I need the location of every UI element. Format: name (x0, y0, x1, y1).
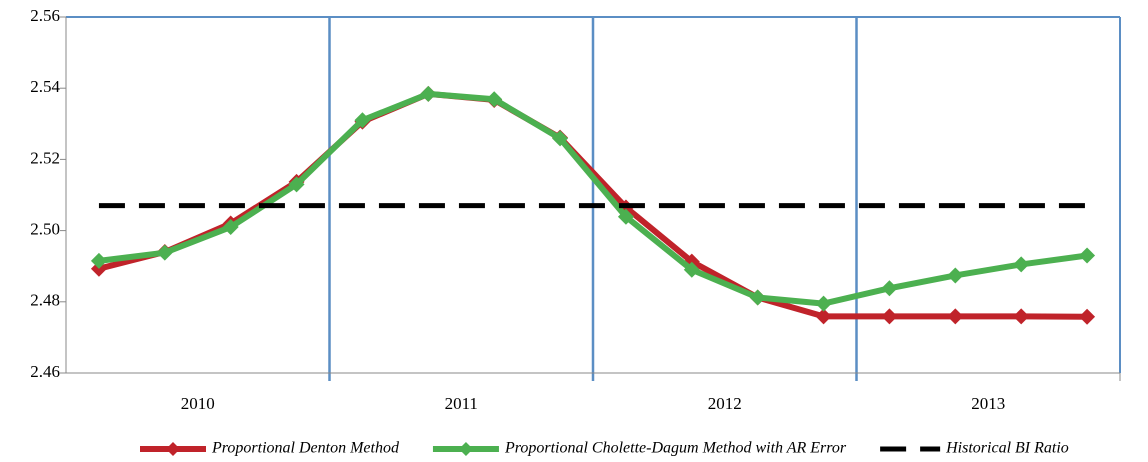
marker (156, 244, 173, 261)
marker (222, 219, 239, 236)
marker (815, 308, 832, 325)
y-tick-label: 2.56 (30, 6, 60, 25)
legend-label: Proportional Denton Method (211, 440, 400, 457)
marker (1013, 308, 1030, 325)
marker (1079, 308, 1096, 325)
marker (815, 295, 832, 312)
marker (486, 91, 503, 108)
y-tick-label: 2.48 (30, 291, 60, 310)
marker (90, 252, 107, 269)
marker (683, 261, 700, 278)
y-tick-label: 2.52 (30, 148, 60, 167)
marker (749, 289, 766, 306)
y-tick-label: 2.50 (30, 220, 60, 239)
marker (354, 112, 371, 129)
marker (1079, 247, 1096, 264)
legend-label: Historical BI Ratio (945, 440, 1069, 457)
legend-marker (166, 442, 180, 456)
legend-label: Proportional Cholette-Dagum Method with … (504, 440, 847, 457)
x-group-label: 2012 (708, 394, 742, 413)
y-tick-label: 2.46 (30, 362, 60, 381)
marker (1013, 256, 1030, 273)
marker (617, 208, 634, 225)
legend-marker (458, 442, 473, 456)
marker (881, 280, 898, 297)
marker (552, 130, 569, 147)
x-group-label: 2013 (971, 394, 1005, 413)
x-group-label: 2010 (181, 394, 215, 413)
marker (420, 85, 437, 102)
y-tick-label: 2.54 (30, 77, 60, 96)
x-group-label: 2011 (445, 394, 478, 413)
marker (288, 176, 305, 193)
marker (881, 308, 898, 325)
marker (947, 267, 964, 284)
marker (947, 308, 964, 325)
